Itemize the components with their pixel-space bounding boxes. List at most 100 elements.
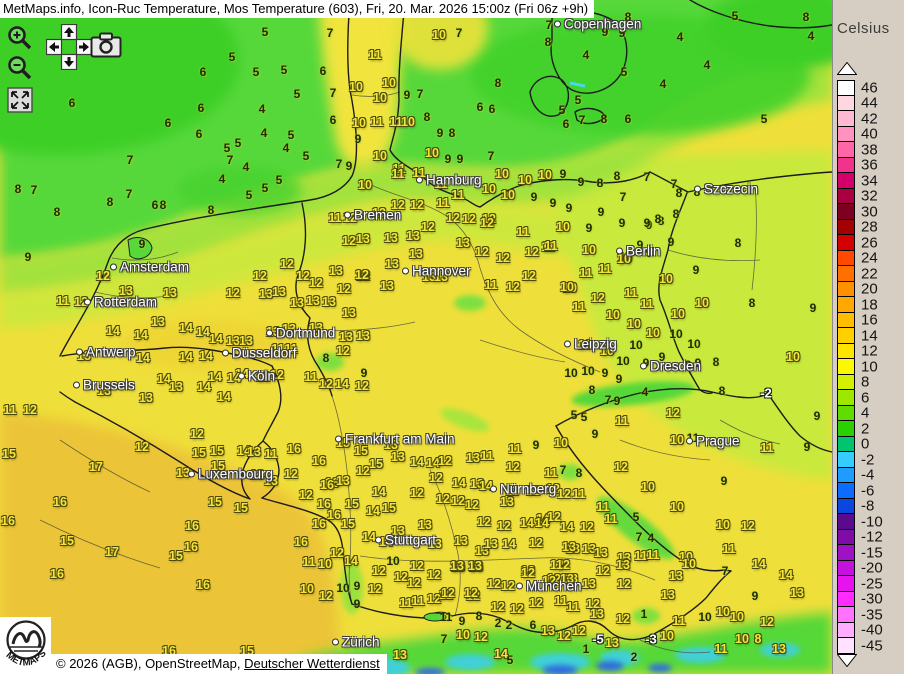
scale-value-label: -40	[861, 621, 883, 639]
temp-value: 11	[604, 511, 618, 526]
scale-entry: 44	[837, 95, 878, 111]
city-marker-icon	[222, 349, 229, 357]
openstreetmap-link[interactable]: OpenStreetMap	[145, 656, 237, 671]
scale-color-swatch	[837, 483, 855, 499]
temp-value: 5	[287, 128, 295, 142]
temp-value: 7	[670, 177, 678, 191]
temp-value: 11	[434, 176, 448, 191]
temp-value: 9	[601, 25, 609, 39]
temp-value: 10	[786, 349, 800, 364]
temp-value: 11	[760, 440, 774, 455]
temp-value: 9	[613, 394, 621, 408]
temp-value: 12	[253, 268, 267, 283]
temp-value: 10	[730, 609, 744, 624]
scale-value-label: -4	[861, 466, 875, 484]
temp-value: 10	[560, 279, 574, 294]
temp-value: 12	[497, 518, 511, 533]
temp-value: 11	[544, 465, 558, 480]
metmaps-logo[interactable]: METMAPS	[0, 617, 51, 674]
temp-value: 10	[682, 556, 696, 571]
temp-value: 7	[455, 26, 463, 40]
scale-color-swatch	[837, 219, 855, 235]
temp-value: 11	[480, 448, 494, 463]
scale-value-label: 6	[861, 389, 870, 407]
temp-value: 9	[751, 589, 759, 603]
temp-value: 10	[401, 114, 415, 129]
scale-entry: -45	[837, 638, 883, 654]
temp-value: 13	[450, 558, 464, 573]
temp-value: 11	[56, 293, 70, 308]
temp-value: 13	[272, 284, 286, 299]
temp-value: 14	[106, 323, 120, 338]
scale-arrow-down-icon	[836, 653, 858, 667]
zoom-in-button[interactable]	[6, 24, 34, 52]
temp-value: 1	[640, 607, 648, 621]
temp-value: 8	[802, 10, 810, 24]
temp-value: 11	[624, 285, 638, 300]
temp-value: 4	[260, 126, 268, 140]
temp-value: 9	[720, 474, 728, 488]
scale-entry: 26	[837, 235, 878, 251]
temp-value: 13	[151, 314, 165, 329]
temp-value: 5	[760, 112, 768, 126]
scale-color-swatch	[837, 297, 855, 313]
temp-value: 9	[618, 26, 626, 40]
temp-value: 12	[522, 268, 536, 283]
temp-value: 13	[772, 641, 786, 656]
scale-entry: 4	[837, 405, 869, 421]
temp-value: 9	[803, 440, 811, 454]
temp-value: 9	[353, 597, 361, 611]
scale-entry: 36	[837, 157, 878, 173]
temp-value: 13	[169, 379, 183, 394]
temp-value: 12	[529, 595, 543, 610]
temp-value: -3	[645, 631, 657, 647]
temp-value: 11	[328, 210, 342, 225]
scale-color-swatch	[837, 560, 855, 576]
city-label: Antwerp	[76, 345, 136, 360]
temp-value: 14	[426, 455, 440, 470]
scale-value-label: -2	[861, 451, 875, 469]
city-label: München	[516, 579, 582, 594]
temp-value: 11	[640, 296, 654, 311]
temp-value: 4	[582, 48, 590, 62]
pan-control[interactable]	[46, 24, 92, 70]
temp-value: 9	[618, 216, 626, 230]
temp-value: -5	[592, 631, 604, 647]
pan-arrow-icons	[49, 27, 89, 67]
temp-value: 10	[336, 581, 350, 595]
temp-value: 12	[342, 233, 356, 248]
temp-value: 10	[716, 604, 730, 619]
temp-value: 13	[342, 305, 356, 320]
temp-value: 15	[211, 458, 225, 473]
dwd-link[interactable]: Deutscher Wetterdienst	[244, 656, 380, 671]
temp-value: 11	[484, 277, 498, 292]
temp-value: 13	[250, 467, 264, 482]
fullscreen-button[interactable]	[7, 87, 33, 113]
temp-value: 11	[572, 486, 586, 501]
temp-value: 13	[391, 523, 405, 538]
scale-value-label: 26	[861, 234, 878, 252]
scale-value-label: 42	[861, 110, 878, 128]
snapshot-button[interactable]	[90, 32, 122, 58]
temp-value: 9	[577, 175, 585, 189]
temp-value: 14	[494, 646, 508, 661]
city-label: Zürich	[332, 635, 380, 650]
scale-value-label: 22	[861, 265, 878, 283]
metmaps-logo-icon: METMAPS	[4, 620, 49, 669]
temp-value: 9	[403, 88, 411, 102]
scale-color-swatch	[837, 576, 855, 592]
temp-value: 10	[495, 166, 509, 181]
temp-value: 6	[164, 116, 172, 130]
scale-color-swatch	[837, 436, 855, 452]
temp-value: 11	[271, 341, 285, 356]
temp-value: 14	[752, 556, 766, 571]
scale-value-label: 32	[861, 187, 878, 205]
zoom-out-button[interactable]	[6, 54, 34, 82]
scale-entry: 28	[837, 219, 878, 235]
temp-value: 10	[349, 79, 363, 94]
temp-value: 11	[391, 166, 405, 181]
temp-value: 7	[30, 183, 38, 197]
temp-value: 10	[581, 364, 595, 378]
temp-value: 12	[760, 614, 774, 629]
